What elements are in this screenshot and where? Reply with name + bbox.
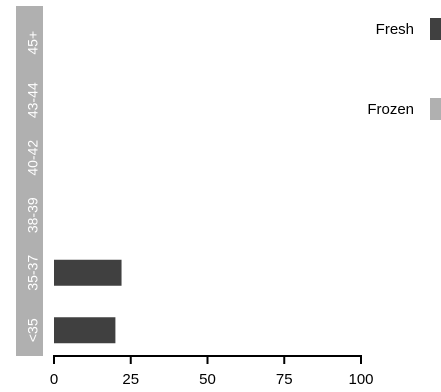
category-band xyxy=(16,6,43,356)
x-tick-label-25: 25 xyxy=(122,371,139,388)
bar-fresh-35 xyxy=(54,317,116,344)
bar-fresh-35-37 xyxy=(54,259,122,286)
category-label-38-39: 38-39 xyxy=(25,197,41,233)
category-label-40-42: 40-42 xyxy=(25,140,41,176)
x-axis-ticks: 0 25 50 75 100 xyxy=(50,356,374,388)
legend-swatch-fresh xyxy=(430,18,441,40)
category-label-35-37: 35-37 xyxy=(25,255,41,291)
legend-swatch-frozen xyxy=(430,98,441,120)
category-labels: <35 35-37 38-39 40-42 43-44 45+ xyxy=(25,31,41,342)
x-tick-label-100: 100 xyxy=(348,371,373,388)
legend: Fresh Frozen xyxy=(367,18,441,120)
legend-label-fresh: Fresh xyxy=(376,21,414,38)
category-label-35: <35 xyxy=(25,318,41,342)
category-label-45: 45+ xyxy=(25,31,41,55)
bars xyxy=(54,259,122,344)
category-label-43-44: 43-44 xyxy=(25,82,41,118)
legend-label-frozen: Frozen xyxy=(367,101,414,118)
x-tick-label-0: 0 xyxy=(50,371,58,388)
x-tick-label-50: 50 xyxy=(199,371,216,388)
x-tick-label-75: 75 xyxy=(276,371,293,388)
